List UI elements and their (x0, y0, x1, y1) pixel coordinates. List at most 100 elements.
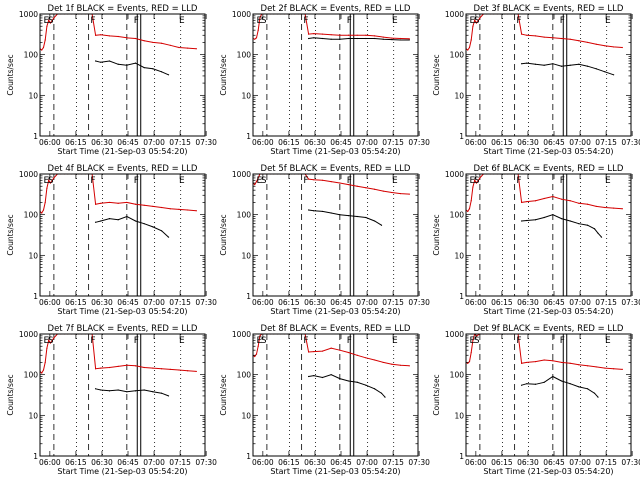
series-events-point (321, 37, 324, 40)
series-lld-point (479, 17, 481, 19)
series-events-point (160, 71, 163, 73)
series-lld-line (466, 334, 623, 370)
interval-marker: E (179, 336, 185, 346)
y-tick-label: 10 (241, 411, 251, 420)
series-lld-point (254, 38, 256, 40)
series-lld-point (479, 177, 481, 179)
x-tick-label: 06:30 (91, 458, 113, 467)
series-lld-point (255, 181, 258, 183)
series-events-point (543, 216, 545, 219)
x-tick-label: 07:15 (595, 458, 617, 467)
series-lld-point (46, 347, 48, 349)
series-lld-point (408, 193, 410, 195)
x-tick-label: 07:00 (569, 298, 591, 307)
series-lld-point (117, 202, 119, 204)
series-lld-point (474, 19, 476, 21)
series-lld-point (49, 22, 52, 24)
y-tick-label: 100 (237, 51, 252, 60)
x-tick-label: 06:15 (65, 458, 87, 467)
series-lld-point (321, 179, 324, 181)
x-axis-label: Start Time (21-Sep-03 05:54:20) (57, 307, 187, 316)
series-lld-point (526, 200, 528, 203)
series-events-point (526, 219, 528, 222)
x-tick-label: 06:00 (252, 458, 274, 467)
series-events-point (586, 388, 589, 390)
series-lld-point (347, 183, 350, 186)
series-lld-point (408, 365, 410, 367)
x-tick-label: 06:45 (117, 458, 139, 467)
x-axis-label: Start Time (21-Sep-03 05:54:20) (270, 307, 400, 316)
y-tick-label: 1 (246, 132, 251, 141)
series-events-point (569, 64, 571, 66)
x-tick-label: 07:15 (382, 138, 404, 147)
series-lld-point (330, 34, 332, 36)
series-lld-point (255, 37, 258, 39)
series-events-point (597, 232, 599, 234)
interval-marker: F (134, 176, 139, 186)
series-events-line (95, 388, 169, 397)
series-lld-point (134, 365, 137, 367)
x-tick-label: 06:15 (491, 298, 513, 307)
y-tick-label: 1000 (19, 330, 38, 339)
interval-marker: E (43, 176, 49, 186)
series-lld-point (259, 335, 261, 337)
interval-marker: S (474, 176, 480, 186)
series-lld-point (169, 368, 171, 370)
y-axis-label: Counts/sec (6, 54, 15, 95)
series-events-point (126, 215, 128, 218)
plot-frame (465, 13, 632, 137)
series-lld-point (160, 42, 163, 44)
series-lld-point (259, 17, 261, 19)
series-lld-point (126, 37, 128, 39)
series-lld-point (468, 208, 471, 210)
series-lld-point (169, 208, 171, 210)
plot-area (253, 174, 410, 296)
series-lld-point (94, 34, 97, 36)
series-lld-point (178, 208, 180, 210)
series-lld-point (339, 34, 341, 36)
x-tick-label: 06:30 (91, 138, 113, 147)
series-lld-point (49, 182, 52, 184)
y-tick-label: 10 (241, 251, 251, 260)
series-events-point (313, 37, 315, 39)
x-tick-label: 06:30 (91, 298, 113, 307)
series-events-point (534, 383, 537, 385)
series-events-line (95, 215, 169, 238)
series-lld-point (330, 347, 332, 349)
series-events-point (560, 65, 563, 67)
series-lld-point (391, 363, 393, 365)
x-tick-label: 06:30 (304, 298, 326, 307)
series-lld-point (543, 197, 545, 200)
series-events-point (347, 37, 350, 40)
series-events-point (593, 392, 596, 394)
series-lld-point (595, 205, 597, 207)
series-lld-point (467, 49, 469, 51)
series-events-point (167, 395, 170, 397)
series-lld-point (255, 353, 258, 355)
x-tick-label: 07:15 (169, 138, 191, 147)
series-events-point (330, 374, 332, 376)
series-lld-line (253, 334, 410, 367)
series-lld-point (100, 34, 102, 36)
series-events-point (586, 224, 589, 226)
series-events-line (308, 209, 382, 226)
interval-marker: F (516, 16, 521, 26)
plot-frame (252, 13, 419, 137)
series-lld-point (108, 35, 111, 37)
series-lld-point (53, 17, 55, 19)
series-events-point (595, 68, 597, 70)
y-tick-label: 1000 (232, 330, 251, 339)
interval-marker: S (261, 176, 267, 186)
y-tick-label: 1 (246, 292, 251, 301)
series-events-point (134, 62, 137, 64)
series-events-point (578, 63, 580, 65)
series-lld-point (143, 204, 145, 206)
series-events-point (160, 392, 163, 394)
series-lld-point (586, 41, 589, 44)
series-events-point (552, 214, 554, 216)
interval-marker: F (134, 336, 139, 346)
chart-title: Det 3f BLACK = Events, RED = LLD (474, 4, 624, 14)
y-tick-label: 10 (28, 411, 38, 420)
